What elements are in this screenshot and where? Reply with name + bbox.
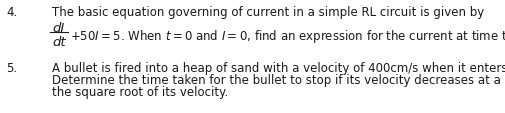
Text: A bullet is fired into a heap of sand with a velocity of 400cm/s when it enters : A bullet is fired into a heap of sand wi… — [52, 61, 505, 74]
Text: 4.: 4. — [6, 6, 17, 19]
Text: Determine the time taken for the bullet to stop if its velocity decreases at a r: Determine the time taken for the bullet … — [52, 73, 505, 86]
Text: $+50I = 5$. When $t = 0$ and $I = 0$, find an expression for the current at time: $+50I = 5$. When $t = 0$ and $I = 0$, fi… — [70, 28, 505, 45]
Text: 5.: 5. — [6, 61, 17, 74]
Text: The basic equation governing of current in a simple RL circuit is given by: The basic equation governing of current … — [52, 6, 483, 19]
Text: dI: dI — [52, 22, 64, 35]
Text: the square root of its velocity.: the square root of its velocity. — [52, 85, 228, 98]
Text: dt: dt — [52, 36, 66, 49]
